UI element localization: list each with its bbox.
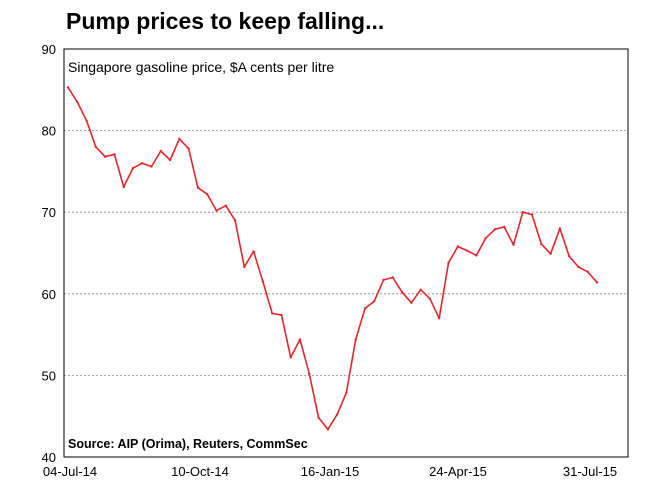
data-point [150, 165, 153, 168]
data-point [113, 153, 116, 156]
data-point [521, 211, 524, 214]
data-point [540, 242, 543, 246]
data-point [503, 225, 506, 229]
x-tick-label: 10-Oct-14 [171, 464, 229, 479]
data-point [354, 338, 357, 341]
data-point [484, 237, 487, 240]
data-point [400, 291, 404, 294]
data-point [224, 204, 227, 207]
data-point [271, 312, 274, 315]
data-point [196, 186, 200, 189]
data-point [243, 265, 246, 269]
data-point [159, 149, 162, 153]
grid-lines [64, 130, 628, 376]
data-point [308, 372, 311, 375]
data-point [317, 416, 320, 419]
data-point [280, 313, 283, 317]
data-point [252, 250, 255, 253]
data-point [233, 219, 237, 222]
data-points [66, 86, 599, 431]
x-axis: 04-Jul-14 10-Oct-14 16-Jan-15 24-Apr-15 31-J… [43, 464, 617, 479]
data-point [122, 185, 125, 189]
data-point [178, 137, 181, 140]
data-point [335, 413, 339, 416]
data-point [530, 213, 534, 216]
data-point [85, 119, 88, 123]
y-axis: 40 50 60 70 80 90 [42, 42, 56, 465]
data-point [558, 227, 562, 230]
data-point [456, 245, 459, 248]
y-tick-label: 90 [42, 42, 56, 57]
data-point [326, 428, 330, 431]
data-point [94, 145, 98, 149]
data-point [363, 307, 367, 310]
data-point [419, 288, 422, 291]
data-point [512, 243, 515, 246]
data-point [410, 301, 413, 304]
x-tick-label: 24-Apr-15 [429, 464, 487, 479]
data-point [493, 228, 497, 231]
data-point [465, 249, 469, 252]
plot-area-frame [63, 48, 629, 458]
y-tick-label: 70 [42, 205, 56, 220]
y-tick-label: 80 [42, 124, 56, 139]
data-point [595, 281, 599, 284]
data-point [568, 255, 571, 258]
data-point [206, 193, 209, 196]
data-point [66, 86, 70, 89]
y-tick-label: 50 [42, 368, 56, 383]
data-point [391, 276, 394, 279]
data-point [103, 155, 107, 158]
data-point [345, 391, 348, 394]
chart-subtitle: Singapore gasoline price, $A cents per l… [68, 59, 334, 75]
data-point [131, 166, 135, 170]
data-point [76, 100, 79, 104]
data-point [475, 254, 478, 257]
data-point [289, 356, 292, 359]
chart-title: Pump prices to keep falling... [66, 8, 385, 34]
data-point [141, 162, 144, 165]
data-point [549, 252, 552, 255]
data-point [577, 265, 580, 269]
data-point [586, 270, 589, 273]
data-point [438, 317, 441, 320]
data-point [215, 209, 218, 212]
data-point [447, 261, 450, 264]
source-note: Source: AIP (Orima), Reuters, CommSec [68, 437, 308, 451]
data-point [261, 280, 265, 283]
series-line-gasoline-price [67, 86, 598, 431]
data-point [428, 297, 432, 300]
y-tick-label: 40 [42, 450, 56, 465]
data-point [373, 299, 376, 303]
data-point [298, 338, 302, 341]
x-tick-label: 04-Jul-14 [43, 464, 97, 479]
x-tick-label: 16-Jan-15 [301, 464, 360, 479]
data-point [187, 147, 190, 150]
data-point [168, 158, 172, 162]
y-tick-label: 60 [42, 287, 56, 302]
data-point [382, 278, 385, 282]
x-tick-label: 31-Jul-15 [563, 464, 617, 479]
